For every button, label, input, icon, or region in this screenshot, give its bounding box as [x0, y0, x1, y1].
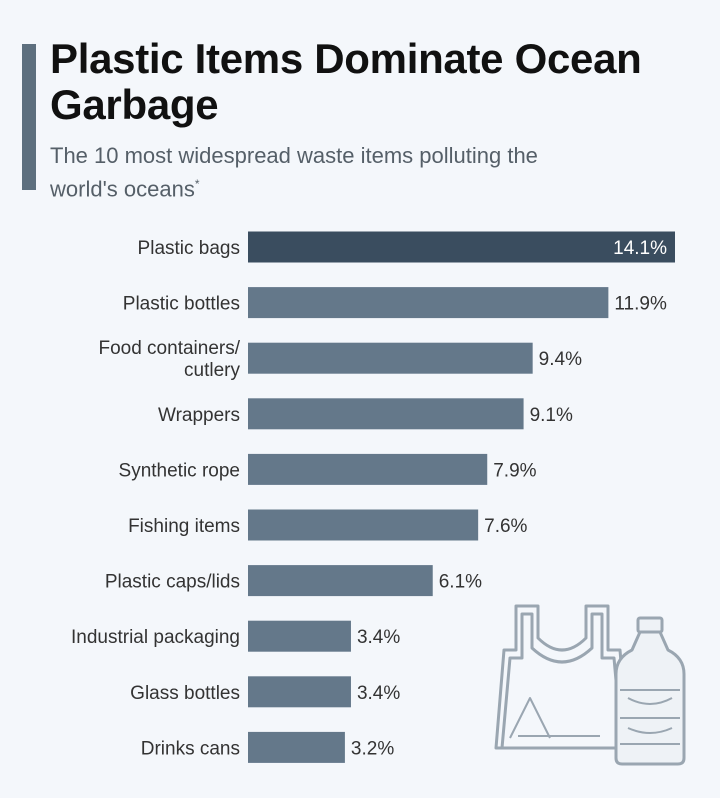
- category-label: Industrial packaging: [71, 627, 240, 648]
- value-label: 3.4%: [357, 627, 400, 648]
- bar: [248, 231, 675, 263]
- title-accent-bar: [22, 44, 36, 190]
- value-label: 9.4%: [539, 349, 582, 370]
- bar: [248, 731, 345, 763]
- value-label: 7.6%: [484, 516, 527, 537]
- subtitle-footnote-mark: *: [194, 177, 200, 191]
- value-label: 3.2%: [351, 738, 394, 759]
- bar: [248, 287, 609, 319]
- bar: [248, 398, 524, 430]
- bag-and-bottle-illustration: [494, 604, 686, 766]
- value-label: 6.1%: [439, 572, 482, 593]
- bar: [248, 342, 533, 374]
- chart-title: Plastic Items Dominate Ocean Garbage: [50, 35, 642, 128]
- value-label: 14.1%: [613, 238, 667, 259]
- chart-subtitle: The 10 most widespread waste items pollu…: [50, 142, 590, 203]
- bar: [248, 509, 479, 541]
- plastic-bottle-icon: [614, 616, 686, 766]
- bar: [248, 676, 351, 708]
- category-label: Plastic bottles: [123, 294, 240, 315]
- value-label: 11.9%: [614, 294, 667, 315]
- category-label: Food containers/cutlery: [98, 338, 240, 381]
- category-label: Plastic caps/lids: [105, 572, 240, 593]
- category-label: Glass bottles: [130, 683, 240, 704]
- value-label: 7.9%: [493, 460, 536, 481]
- bar: [248, 565, 433, 597]
- category-label: Synthetic rope: [119, 460, 240, 481]
- bar: [248, 620, 351, 652]
- category-label: Plastic bags: [138, 238, 240, 259]
- value-label: 9.1%: [530, 405, 573, 426]
- category-label: Drinks cans: [141, 738, 240, 759]
- value-label: 3.4%: [357, 683, 400, 704]
- category-label: Wrappers: [158, 405, 240, 426]
- bar: [248, 453, 488, 485]
- plastic-bag-icon: [494, 604, 630, 750]
- category-label: Fishing items: [128, 516, 240, 537]
- subtitle-text: The 10 most widespread waste items pollu…: [50, 143, 538, 202]
